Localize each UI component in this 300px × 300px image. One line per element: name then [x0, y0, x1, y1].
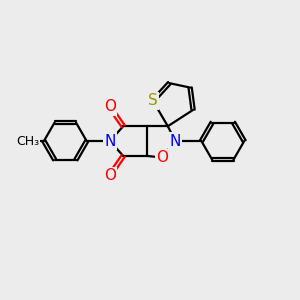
Text: O: O [156, 150, 168, 165]
Text: N: N [169, 134, 181, 148]
Text: S: S [148, 94, 158, 109]
Text: CH₃: CH₃ [16, 135, 39, 148]
Text: O: O [104, 99, 116, 114]
Text: N: N [104, 134, 116, 148]
Text: O: O [104, 168, 116, 183]
